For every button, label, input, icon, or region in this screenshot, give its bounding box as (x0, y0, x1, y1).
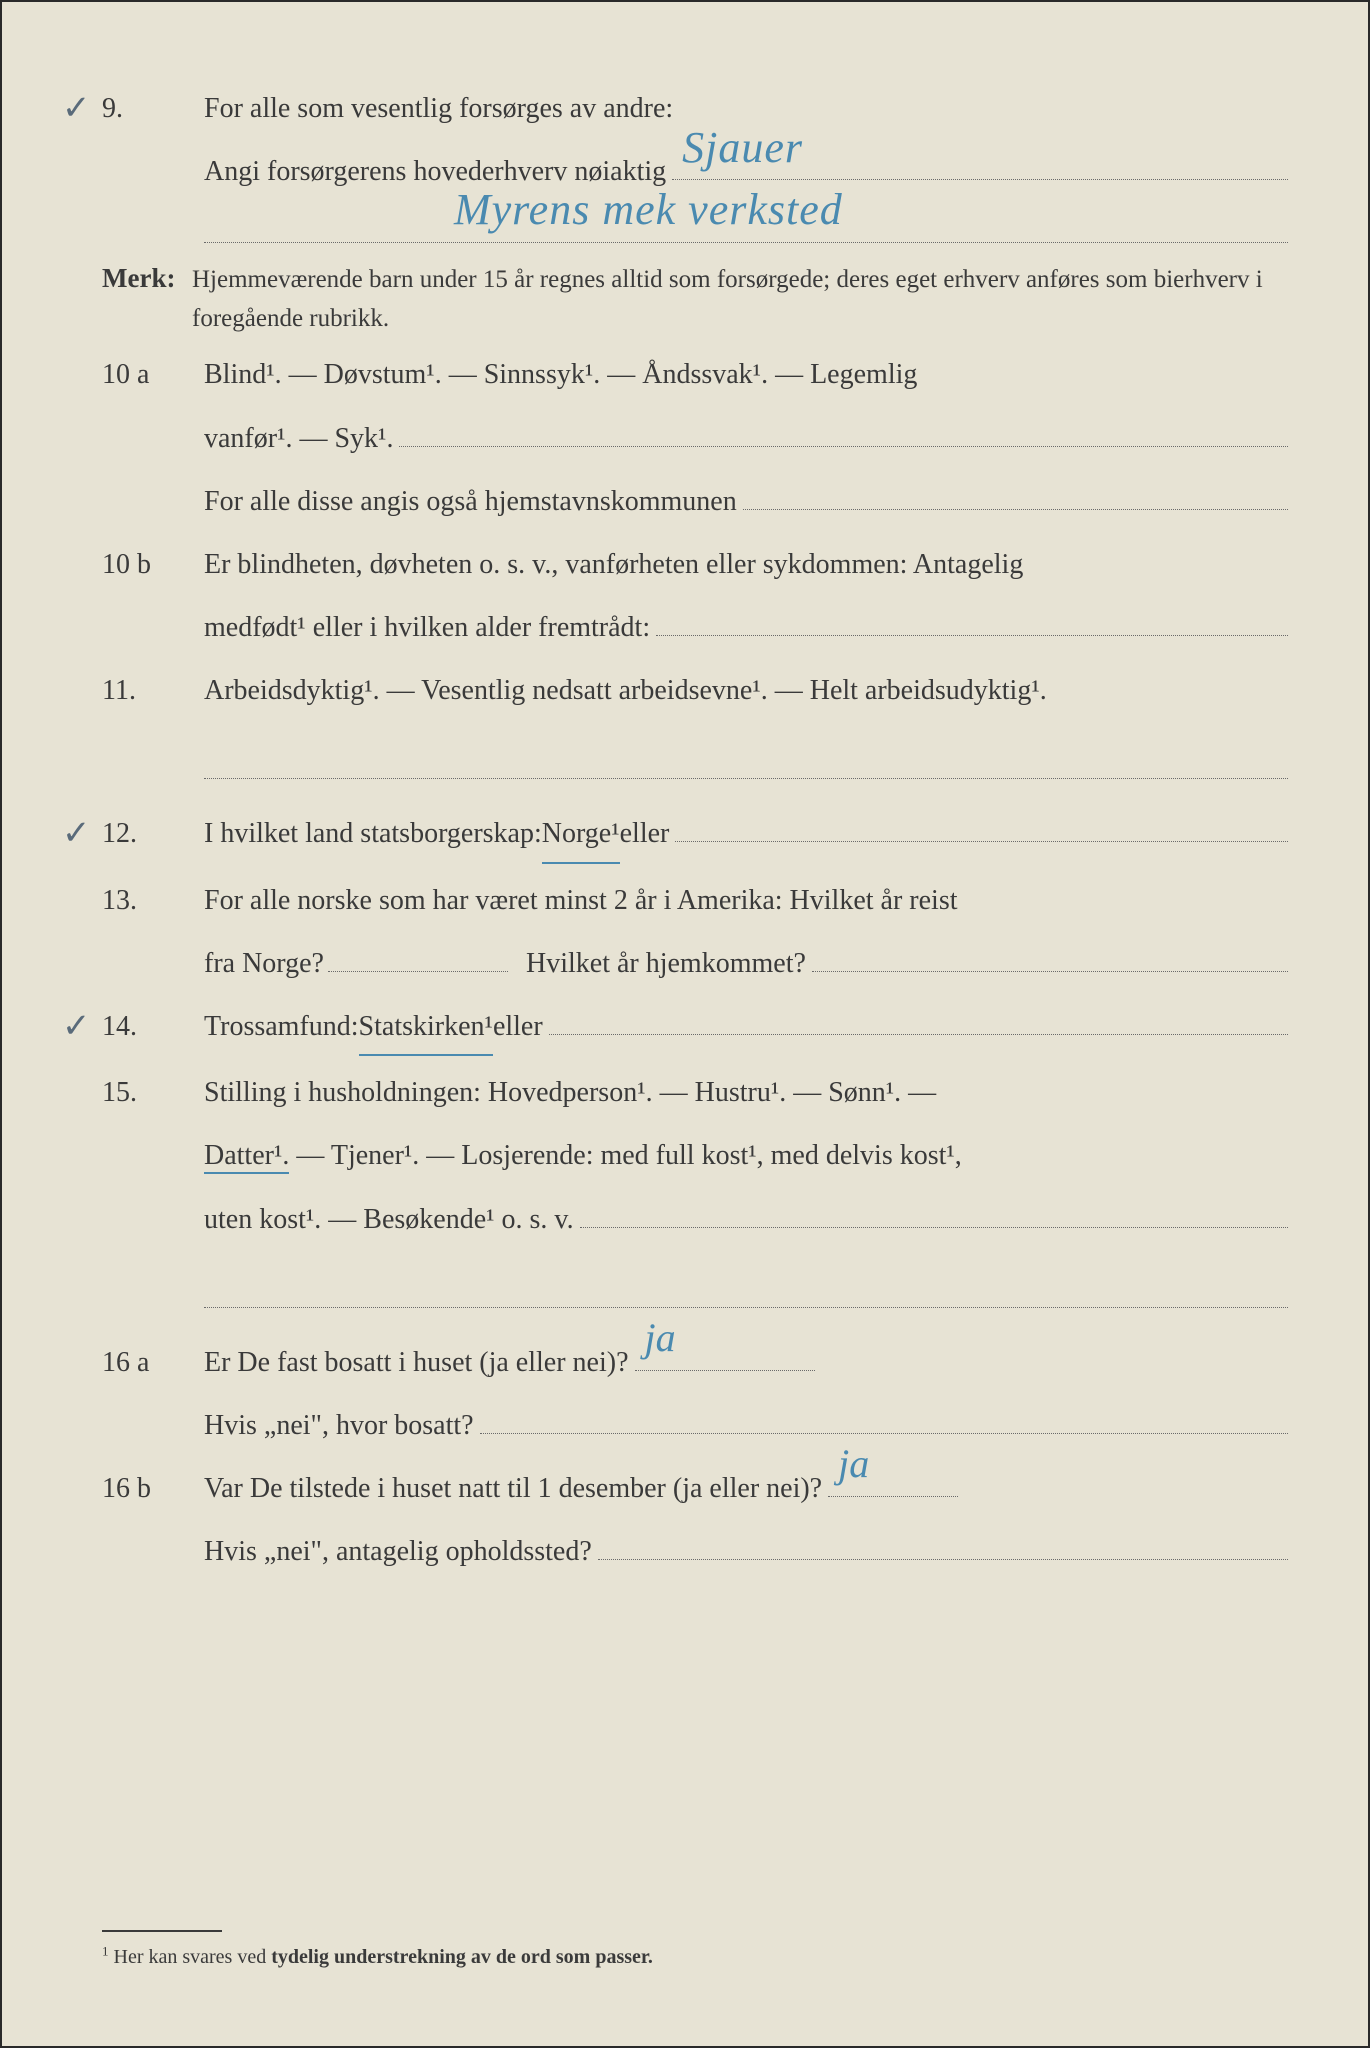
q14-num-text: 14. (102, 1011, 137, 1042)
q13-blank-b (812, 937, 1288, 972)
q10b-blank (656, 602, 1288, 637)
footnote-text: 1 Her kan svares ved tydelig understrekn… (102, 1938, 1288, 1976)
q12-option-norge: Norge¹ (542, 807, 620, 863)
q11-blank (204, 734, 1288, 780)
q12-number: ✓ 12. (102, 807, 204, 860)
q10a-row2: vanfør¹. — Syk¹. (102, 412, 1288, 465)
q14-number: ✓ 14. (102, 1000, 204, 1053)
q11-row: 11. Arbeidsdyktig¹. — Vesentlig nedsatt … (102, 664, 1288, 717)
q10a-number: 10 a (102, 348, 204, 401)
q16b-answer1: ja (838, 1426, 869, 1502)
q16b-q2: Hvis „nei", antagelig opholdssted? (204, 1525, 592, 1578)
q15-blank (580, 1193, 1288, 1228)
q14-row: ✓ 14. Trossamfund: Statskirken¹ eller (102, 1000, 1288, 1056)
q13-blank-a (328, 971, 508, 972)
q9-num-text: 9. (102, 93, 123, 124)
q16a-blank (480, 1399, 1288, 1434)
q9-number: ✓ 9. (102, 82, 204, 135)
q15-number: 15. (102, 1066, 204, 1119)
q10a-line1: Blind¹. — Døvstum¹. — Sinnssyk¹. — Åndss… (204, 348, 1288, 401)
q15-blank-row (102, 1256, 1288, 1308)
q10b-row2: medfødt¹ eller i hvilken alder fremtrådt… (102, 601, 1288, 654)
footnote-rule (102, 1930, 222, 1932)
q10b-row1: 10 b Er blindheten, døvheten o. s. v., v… (102, 538, 1288, 591)
q9-answer2-line: Myrens mek verksted (204, 208, 1288, 243)
q16b-answer1-line: ja (828, 1462, 958, 1497)
footnote-area: 1 Her kan svares ved tydelig understrekn… (102, 1930, 1288, 1976)
q11-number: 11. (102, 664, 204, 717)
q9-row3: Myrens mek verksted (102, 208, 1288, 243)
q16a-row2: Hvis „nei", hvor bosatt? (102, 1399, 1288, 1452)
merk-row: Merk: Hjemmeværende barn under 15 år reg… (102, 253, 1288, 339)
q12-text-pre: I hvilket land statsborgerskap: (204, 807, 542, 860)
q16a-number: 16 a (102, 1336, 204, 1389)
q10b-line2: medfødt¹ eller i hvilken alder fremtrådt… (204, 601, 650, 654)
q12-row: ✓ 12. I hvilket land statsborgerskap: No… (102, 807, 1288, 863)
footnote-pre: Her kan svares ved (114, 1946, 272, 1968)
q15-row2: Datter¹. — Tjener¹. — Losjerende: med fu… (102, 1129, 1288, 1182)
q15-line3: uten kost¹. — Besøkende¹ o. s. v. (204, 1193, 574, 1246)
checkmark-icon: ✓ (62, 801, 91, 866)
q15-line2-rest: — Tjener¹. — Losjerende: med full kost¹,… (289, 1140, 961, 1171)
q13-line2b: Hvilket år hjemkommet? (526, 937, 806, 990)
q16a-answer1: ja (645, 1300, 676, 1376)
q10a-blank (399, 412, 1288, 447)
q13-line1: For alle norske som har været minst 2 år… (204, 874, 1288, 927)
q10a-row3: For alle disse angis også hjemstavnskomm… (102, 475, 1288, 528)
q10a-line3: For alle disse angis også hjemstavnskomm… (204, 475, 737, 528)
q16b-q1: Var De tilstede i huset natt til 1 desem… (204, 1462, 822, 1515)
census-form-page: ✓ 9. For alle som vesentlig forsørges av… (0, 0, 1370, 2048)
q15-line1: Stilling i husholdningen: Hovedperson¹. … (204, 1066, 1288, 1119)
q15-row1: 15. Stilling i husholdningen: Hovedperso… (102, 1066, 1288, 1119)
q15-option-datter: Datter¹. (204, 1140, 289, 1174)
q14-blank (549, 1000, 1288, 1035)
q14-option-statskirken: Statskirken¹ (359, 1000, 493, 1056)
q16a-q2: Hvis „nei", hvor bosatt? (204, 1399, 474, 1452)
q12-blank (675, 808, 1288, 843)
footnote-strong: tydelig understrekning av de ord som pas… (271, 1946, 653, 1968)
q16b-row2: Hvis „nei", antagelig opholdssted? (102, 1525, 1288, 1578)
q16b-blank (598, 1525, 1288, 1560)
q12-text-post: eller (620, 807, 670, 860)
q16a-q1: Er De fast bosatt i huset (ja eller nei)… (204, 1336, 629, 1389)
q10a-blank2 (743, 475, 1288, 510)
q10a-line2-text: vanfør¹. — Syk¹. (204, 412, 393, 465)
q16b-row1: 16 b Var De tilstede i huset natt til 1 … (102, 1462, 1288, 1515)
merk-label: Merk: (102, 253, 192, 304)
q16a-row1: 16 a Er De fast bosatt i huset (ja eller… (102, 1336, 1288, 1389)
q16b-number: 16 b (102, 1462, 204, 1515)
q10b-number: 10 b (102, 538, 204, 591)
q16a-answer1-line: ja (635, 1336, 815, 1371)
q9-answer2: Myrens mek verksted (454, 168, 843, 252)
checkmark-icon: ✓ (62, 994, 91, 1059)
q13-line2a: fra Norge? (204, 937, 324, 990)
q15-blank2 (204, 1262, 1288, 1308)
q13-row2: fra Norge? Hvilket år hjemkommet? (102, 937, 1288, 990)
q11-text: Arbeidsdyktig¹. — Vesentlig nedsatt arbe… (204, 664, 1288, 717)
merk-text: Hjemmeværende barn under 15 år regnes al… (192, 261, 1288, 339)
checkmark-icon: ✓ (62, 76, 91, 141)
q10b-line1: Er blindheten, døvheten o. s. v., vanfør… (204, 538, 1288, 591)
q14-text-pre: Trossamfund: (204, 1000, 359, 1053)
q11-blank-row (102, 728, 1288, 780)
q10a-row1: 10 a Blind¹. — Døvstum¹. — Sinnssyk¹. — … (102, 348, 1288, 401)
q13-number: 13. (102, 874, 204, 927)
q13-row1: 13. For alle norske som har været minst … (102, 874, 1288, 927)
q14-text-post: eller (493, 1000, 543, 1053)
q15-row3: uten kost¹. — Besøkende¹ o. s. v. (102, 1193, 1288, 1246)
q12-num-text: 12. (102, 818, 137, 849)
